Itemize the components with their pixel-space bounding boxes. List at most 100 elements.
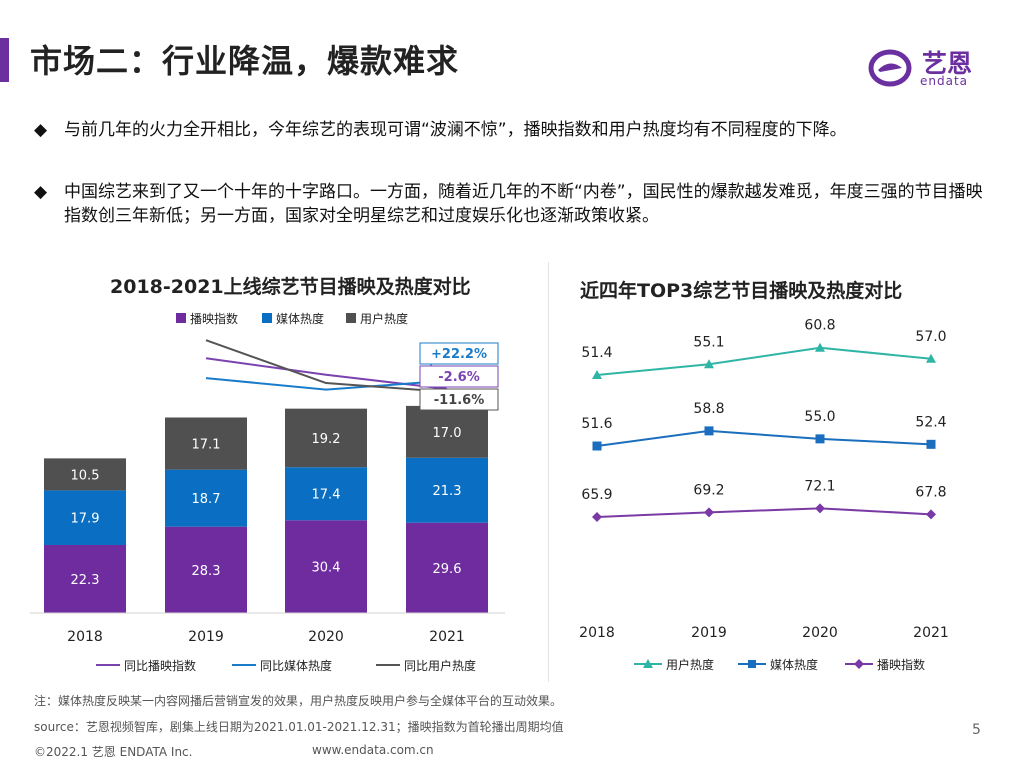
bar-segment bbox=[44, 490, 126, 545]
data-point-triangle bbox=[926, 353, 936, 363]
left-chart-title: 2018-2021上线综艺节目播映及热度对比 bbox=[110, 276, 471, 298]
bar-value-label: 28.3 bbox=[192, 564, 221, 579]
logo-text: 艺恩 bbox=[922, 49, 973, 78]
footer-copyright: ©2022.1 艺恩 ENDATA Inc. bbox=[34, 745, 193, 759]
data-label: 69.2 bbox=[693, 482, 724, 498]
data-label: 57.0 bbox=[915, 329, 946, 345]
data-point-diamond bbox=[704, 507, 714, 518]
x-tick-label: 2020 bbox=[308, 629, 344, 645]
bar-segment bbox=[165, 469, 247, 527]
legend-label: 用户热度 bbox=[360, 311, 408, 326]
bar-value-label: 10.5 bbox=[71, 468, 100, 483]
trend-line bbox=[205, 357, 448, 390]
trend-end-label-box bbox=[419, 388, 499, 411]
legend-marker bbox=[854, 659, 864, 669]
legend-label: 播映指数 bbox=[877, 657, 925, 672]
legend-label: 媒体热度 bbox=[276, 311, 324, 326]
data-label: 58.8 bbox=[693, 401, 724, 417]
x-tick-label: 2019 bbox=[691, 625, 727, 641]
trend-end-label: -2.6% bbox=[438, 370, 479, 385]
series-line bbox=[596, 507, 932, 518]
data-label: 67.8 bbox=[915, 484, 946, 500]
data-point-triangle bbox=[815, 342, 825, 352]
data-point-square bbox=[704, 426, 714, 436]
bullet-diamond-icon: ◆ bbox=[34, 182, 48, 202]
legend-swatch bbox=[346, 313, 356, 323]
trend-end-label: -11.6% bbox=[434, 393, 485, 408]
legend-label: 播映指数 bbox=[190, 311, 238, 326]
trend-legend-label: 同比播映指数 bbox=[124, 658, 196, 673]
data-label: 72.1 bbox=[804, 478, 835, 494]
bar-segment bbox=[44, 544, 126, 613]
bar-segment bbox=[285, 467, 367, 521]
bar-value-label: 18.7 bbox=[192, 492, 221, 507]
endata-logo-icon bbox=[868, 49, 912, 87]
trend-line bbox=[205, 377, 448, 391]
bullet-diamond-icon: ◆ bbox=[34, 120, 48, 140]
footer-source: source：艺恩视频智库，剧集上线日期为2021.01.01-2021.12.… bbox=[34, 720, 564, 734]
footer-note: 注：媒体热度反映某一内容网播后营销宣发的效果，用户热度反映用户参与全媒体平台的互… bbox=[34, 694, 563, 708]
data-point-diamond bbox=[815, 503, 825, 514]
bullet-1: ◆ 与前几年的火力全开相比，今年综艺的表现可谓“波澜不惊”，播映指数和用户热度均… bbox=[34, 118, 984, 142]
logo-subtext: endata bbox=[920, 74, 969, 88]
bar-segment bbox=[165, 417, 247, 470]
bar-value-label: 22.3 bbox=[71, 573, 100, 588]
x-tick-label: 2019 bbox=[188, 629, 224, 645]
x-tick-label: 2020 bbox=[802, 625, 838, 641]
bar-segment bbox=[285, 520, 367, 613]
bullet-text: 中国综艺来到了又一个十年的十字路口。一方面，随着近几年的不断“内卷”，国民性的爆… bbox=[64, 182, 983, 226]
trend-label-leader bbox=[419, 353, 448, 382]
trend-end-label-box bbox=[419, 365, 499, 388]
bar-value-label: 17.1 bbox=[192, 438, 221, 453]
series-line bbox=[596, 429, 932, 447]
bar-value-label: 30.4 bbox=[312, 561, 341, 576]
trend-line bbox=[205, 339, 448, 393]
bar-value-label: 21.3 bbox=[433, 484, 462, 499]
bar-segment bbox=[406, 522, 488, 613]
data-label: 65.9 bbox=[581, 487, 612, 503]
data-label: 60.8 bbox=[804, 318, 835, 334]
bar-value-label: 17.0 bbox=[433, 426, 462, 441]
bar-segment bbox=[406, 457, 488, 523]
bar-segment bbox=[44, 458, 126, 491]
x-tick-label: 2018 bbox=[579, 625, 615, 641]
x-tick-label: 2021 bbox=[913, 625, 949, 641]
page-title: 市场二：行业降温，爆款难求 bbox=[30, 42, 460, 80]
x-tick-label: 2021 bbox=[429, 629, 465, 645]
data-point-square bbox=[815, 434, 825, 444]
legend-marker bbox=[748, 660, 756, 668]
trend-legend-label: 同比用户热度 bbox=[404, 658, 476, 673]
trend-end-label: +22.2% bbox=[431, 347, 487, 362]
trend-label-leader bbox=[419, 376, 448, 390]
bar-segment bbox=[285, 408, 367, 468]
legend-label: 媒体热度 bbox=[770, 657, 818, 672]
bar-segment bbox=[406, 405, 488, 458]
legend-swatch bbox=[262, 313, 272, 323]
trend-end-label-box bbox=[419, 342, 499, 365]
legend-swatch bbox=[176, 313, 186, 323]
bullet-2: ◆ 中国综艺来到了又一个十年的十字路口。一方面，随着近几年的不断“内卷”，国民性… bbox=[34, 180, 984, 228]
data-point-diamond bbox=[592, 512, 602, 522]
data-point-triangle bbox=[704, 359, 714, 369]
title-accent-bar bbox=[0, 38, 9, 82]
footer-website: www.endata.com.cn bbox=[312, 743, 434, 757]
bar-value-label: 29.6 bbox=[433, 562, 462, 577]
legend-label: 用户热度 bbox=[666, 657, 714, 672]
data-point-triangle bbox=[592, 370, 602, 379]
bar-value-label: 17.4 bbox=[312, 488, 341, 503]
chart-divider bbox=[548, 262, 549, 682]
data-label: 55.0 bbox=[804, 409, 835, 425]
bullet-text: 与前几年的火力全开相比，今年综艺的表现可谓“波澜不惊”，播映指数和用户热度均有不… bbox=[64, 120, 847, 140]
data-label: 55.1 bbox=[693, 334, 724, 350]
bar-value-label: 19.2 bbox=[312, 432, 341, 447]
right-chart-title: 近四年TOP3综艺节目播映及热度对比 bbox=[580, 280, 903, 302]
data-label: 52.4 bbox=[915, 414, 946, 430]
bar-segment bbox=[165, 526, 247, 613]
data-label: 51.4 bbox=[581, 345, 612, 361]
data-label: 51.6 bbox=[581, 416, 612, 432]
bar-value-label: 17.9 bbox=[71, 512, 100, 527]
trend-legend-label: 同比媒体热度 bbox=[260, 658, 332, 673]
x-tick-label: 2018 bbox=[67, 629, 103, 645]
